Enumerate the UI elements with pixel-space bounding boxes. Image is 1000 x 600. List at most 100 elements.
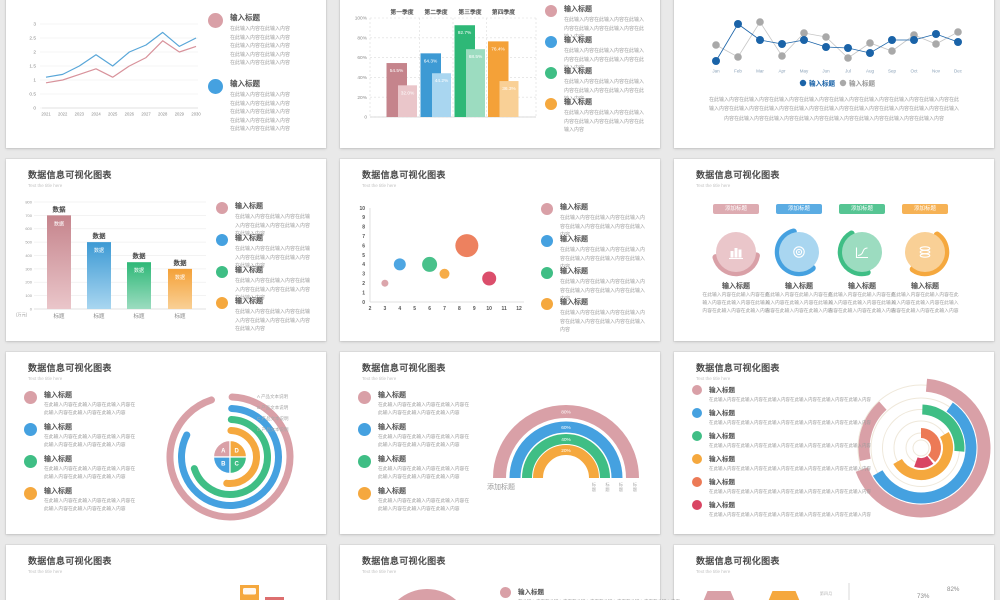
y-tick-label: 5 — [362, 253, 365, 259]
slide-title: 数据信息可视化图表 — [362, 556, 446, 566]
slide-subtitle: Text the title here — [696, 376, 731, 381]
slide-thumbnail-4[interactable]: 数据信息可视化图表 Text the title here 800 700 600 5… — [6, 159, 326, 341]
group-title: 第一季度 — [390, 8, 413, 16]
y-tick-label: 0 — [364, 115, 367, 121]
month-label: Jan — [712, 69, 720, 74]
slide-thumbnail-6[interactable]: 数据信息可视化图表 Text the title here 添加标题 输入标题 在此… — [674, 159, 994, 341]
slide-subtitle: Text the title here — [28, 376, 63, 381]
slide-header: 数据信息可视化图表 Text the title here — [696, 554, 780, 574]
slide-title: 数据信息可视化图表 — [28, 363, 112, 373]
icon-ring — [795, 248, 803, 256]
partial-bar-chart-canvas — [240, 585, 284, 600]
bar-top-label: 数据 — [93, 231, 107, 240]
badge-rings-canvas — [712, 228, 950, 277]
side-label: A 产品文本说明 — [257, 393, 289, 400]
y-tick-label: 500 — [25, 240, 32, 245]
bar-light — [466, 49, 485, 117]
x-tick-label: 7 — [443, 306, 446, 312]
data-line-pink — [45, 40, 197, 84]
slide-thumbnail-2[interactable]: 100% 80% 60% 40% 20% 0 第一季度 54.5% 32.0% 第二季度 64.3%… — [340, 0, 660, 148]
badge-ring-arc — [909, 231, 950, 277]
data-point-deep_blue — [712, 57, 720, 65]
x-tick-label: 2021 — [41, 112, 51, 117]
slide-thumbnail-8[interactable]: 数据信息可视化图表 Text the title here 80% 60% 40% 2… — [340, 352, 660, 534]
slide-thumbnail-9[interactable]: 数据信息可视化图表 Text the title here 输入标题 在此输入内容… — [674, 352, 994, 534]
data-point-deep_blue — [866, 49, 874, 57]
y-tick-label: 100% — [355, 16, 368, 22]
data-point-deep_blue — [888, 36, 896, 44]
data-point-gray — [844, 54, 852, 62]
bar-light — [432, 73, 451, 117]
x-tick-label: 4 — [398, 306, 401, 312]
line-chart-canvas: 3 2.5 2 1.5 1 0.5 0 2021 2022 2023 2024 2025 2026 202… — [29, 22, 201, 117]
y-tick-label: 40% — [357, 75, 367, 81]
month-label: Feb — [734, 69, 742, 74]
end-label: 题 — [633, 487, 638, 493]
slide-thumbnail-1[interactable]: 3 2.5 2 1.5 1 0.5 0 2021 2022 2023 2024 2025 2026 202… — [6, 0, 326, 148]
data-point-deep_blue — [932, 30, 940, 38]
side-label: B 产品文本说明 — [257, 404, 289, 411]
slide-header: 数据信息可视化图表 Text the title here — [696, 361, 780, 381]
x-tick-label: 5 — [413, 306, 416, 312]
y-tick-label: 0 — [362, 300, 365, 306]
icon-bar — [734, 248, 738, 258]
x-tick-label: 2027 — [141, 112, 151, 117]
bar-top-label: 数据 — [133, 251, 147, 260]
slide-header: 数据信息可视化图表 Text the title here — [362, 168, 446, 188]
month-label: Oct — [910, 69, 918, 74]
month-label: Mar — [756, 69, 764, 74]
target-icon — [793, 246, 805, 258]
data-line-blue — [45, 31, 197, 78]
data-point-gray — [822, 33, 830, 41]
y-tick-label: 8 — [362, 225, 365, 231]
bar — [87, 242, 111, 309]
quadrant-label: C — [235, 462, 240, 468]
y-tick-label: 7 — [362, 234, 365, 240]
bar-value-label: 44.2% — [435, 78, 449, 84]
slide-thumbnail-10[interactable]: 数据信息可视化图表 Text the title here — [6, 545, 326, 600]
y-tick-label: 700 — [25, 213, 32, 218]
y-tick-label: 300 — [25, 266, 32, 271]
badge-ring-arc — [712, 252, 760, 277]
slide-title: 数据信息可视化图表 — [696, 556, 780, 566]
slide-thumbnail-7[interactable]: 数据信息可视化图表 Text the title here A D B C A 产品文本… — [6, 352, 326, 534]
x-tick-label: 9 — [473, 306, 476, 312]
y-tick-label: 80% — [357, 35, 367, 41]
bar-value-label: 32.0% — [401, 90, 415, 96]
end-label: 标 — [605, 481, 609, 488]
icon-curve — [857, 247, 868, 257]
data-point-gray — [954, 28, 962, 36]
data-point-deep_blue — [910, 36, 918, 44]
y-tick-label: 400 — [25, 253, 32, 258]
y-tick-label: 1.5 — [29, 64, 36, 70]
x-tick-label: 10 — [486, 306, 492, 312]
x-tick-label: 2025 — [108, 112, 118, 117]
x-tick-label: 2030 — [191, 112, 201, 117]
x-category-label: 标题 — [174, 312, 186, 320]
slide-title: 数据信息可视化图表 — [28, 556, 112, 566]
slide-thumbnail-3[interactable]: Jan Feb Mar Apr May Jun Jul Aug Sep Oct Nov Dec 输入标题… — [674, 0, 994, 148]
end-label: 题 — [605, 487, 610, 493]
slide-header: 数据信息可视化图表 Text the title here — [28, 168, 112, 188]
data-point-deep_blue — [756, 36, 764, 44]
radial-arc-blue — [178, 405, 282, 509]
y-tick-label: 0 — [33, 106, 36, 112]
bar-value-label: 54.5% — [390, 68, 404, 74]
sunburst-ring-blue — [872, 402, 977, 504]
bar-chart-canvas: 8007006005004003002001000(万元)数据数据标题数据数据标… — [16, 199, 206, 320]
y-tick-label: 20% — [357, 95, 367, 101]
end-label: 标 — [633, 481, 637, 488]
data-point-deep_blue — [778, 40, 786, 48]
end-label: 标 — [592, 481, 596, 488]
slide-thumbnail-12[interactable]: 数据信息可视化图表 Text the title here 第四月 73% 82% — [674, 545, 994, 600]
radial-arc-pink — [166, 393, 294, 521]
slide-thumbnail-11[interactable]: 数据信息可视化图表 Text the title here 输入标题在此输入内容… — [340, 545, 680, 600]
arc-percent-label: 20% — [561, 448, 571, 454]
x-category-label: 标题 — [93, 312, 105, 320]
trapezoid-pink — [703, 591, 735, 600]
badge-circle — [842, 232, 882, 272]
slide-title: 数据信息可视化图表 — [28, 170, 112, 180]
bar-inner-label: 数据 — [94, 247, 104, 254]
